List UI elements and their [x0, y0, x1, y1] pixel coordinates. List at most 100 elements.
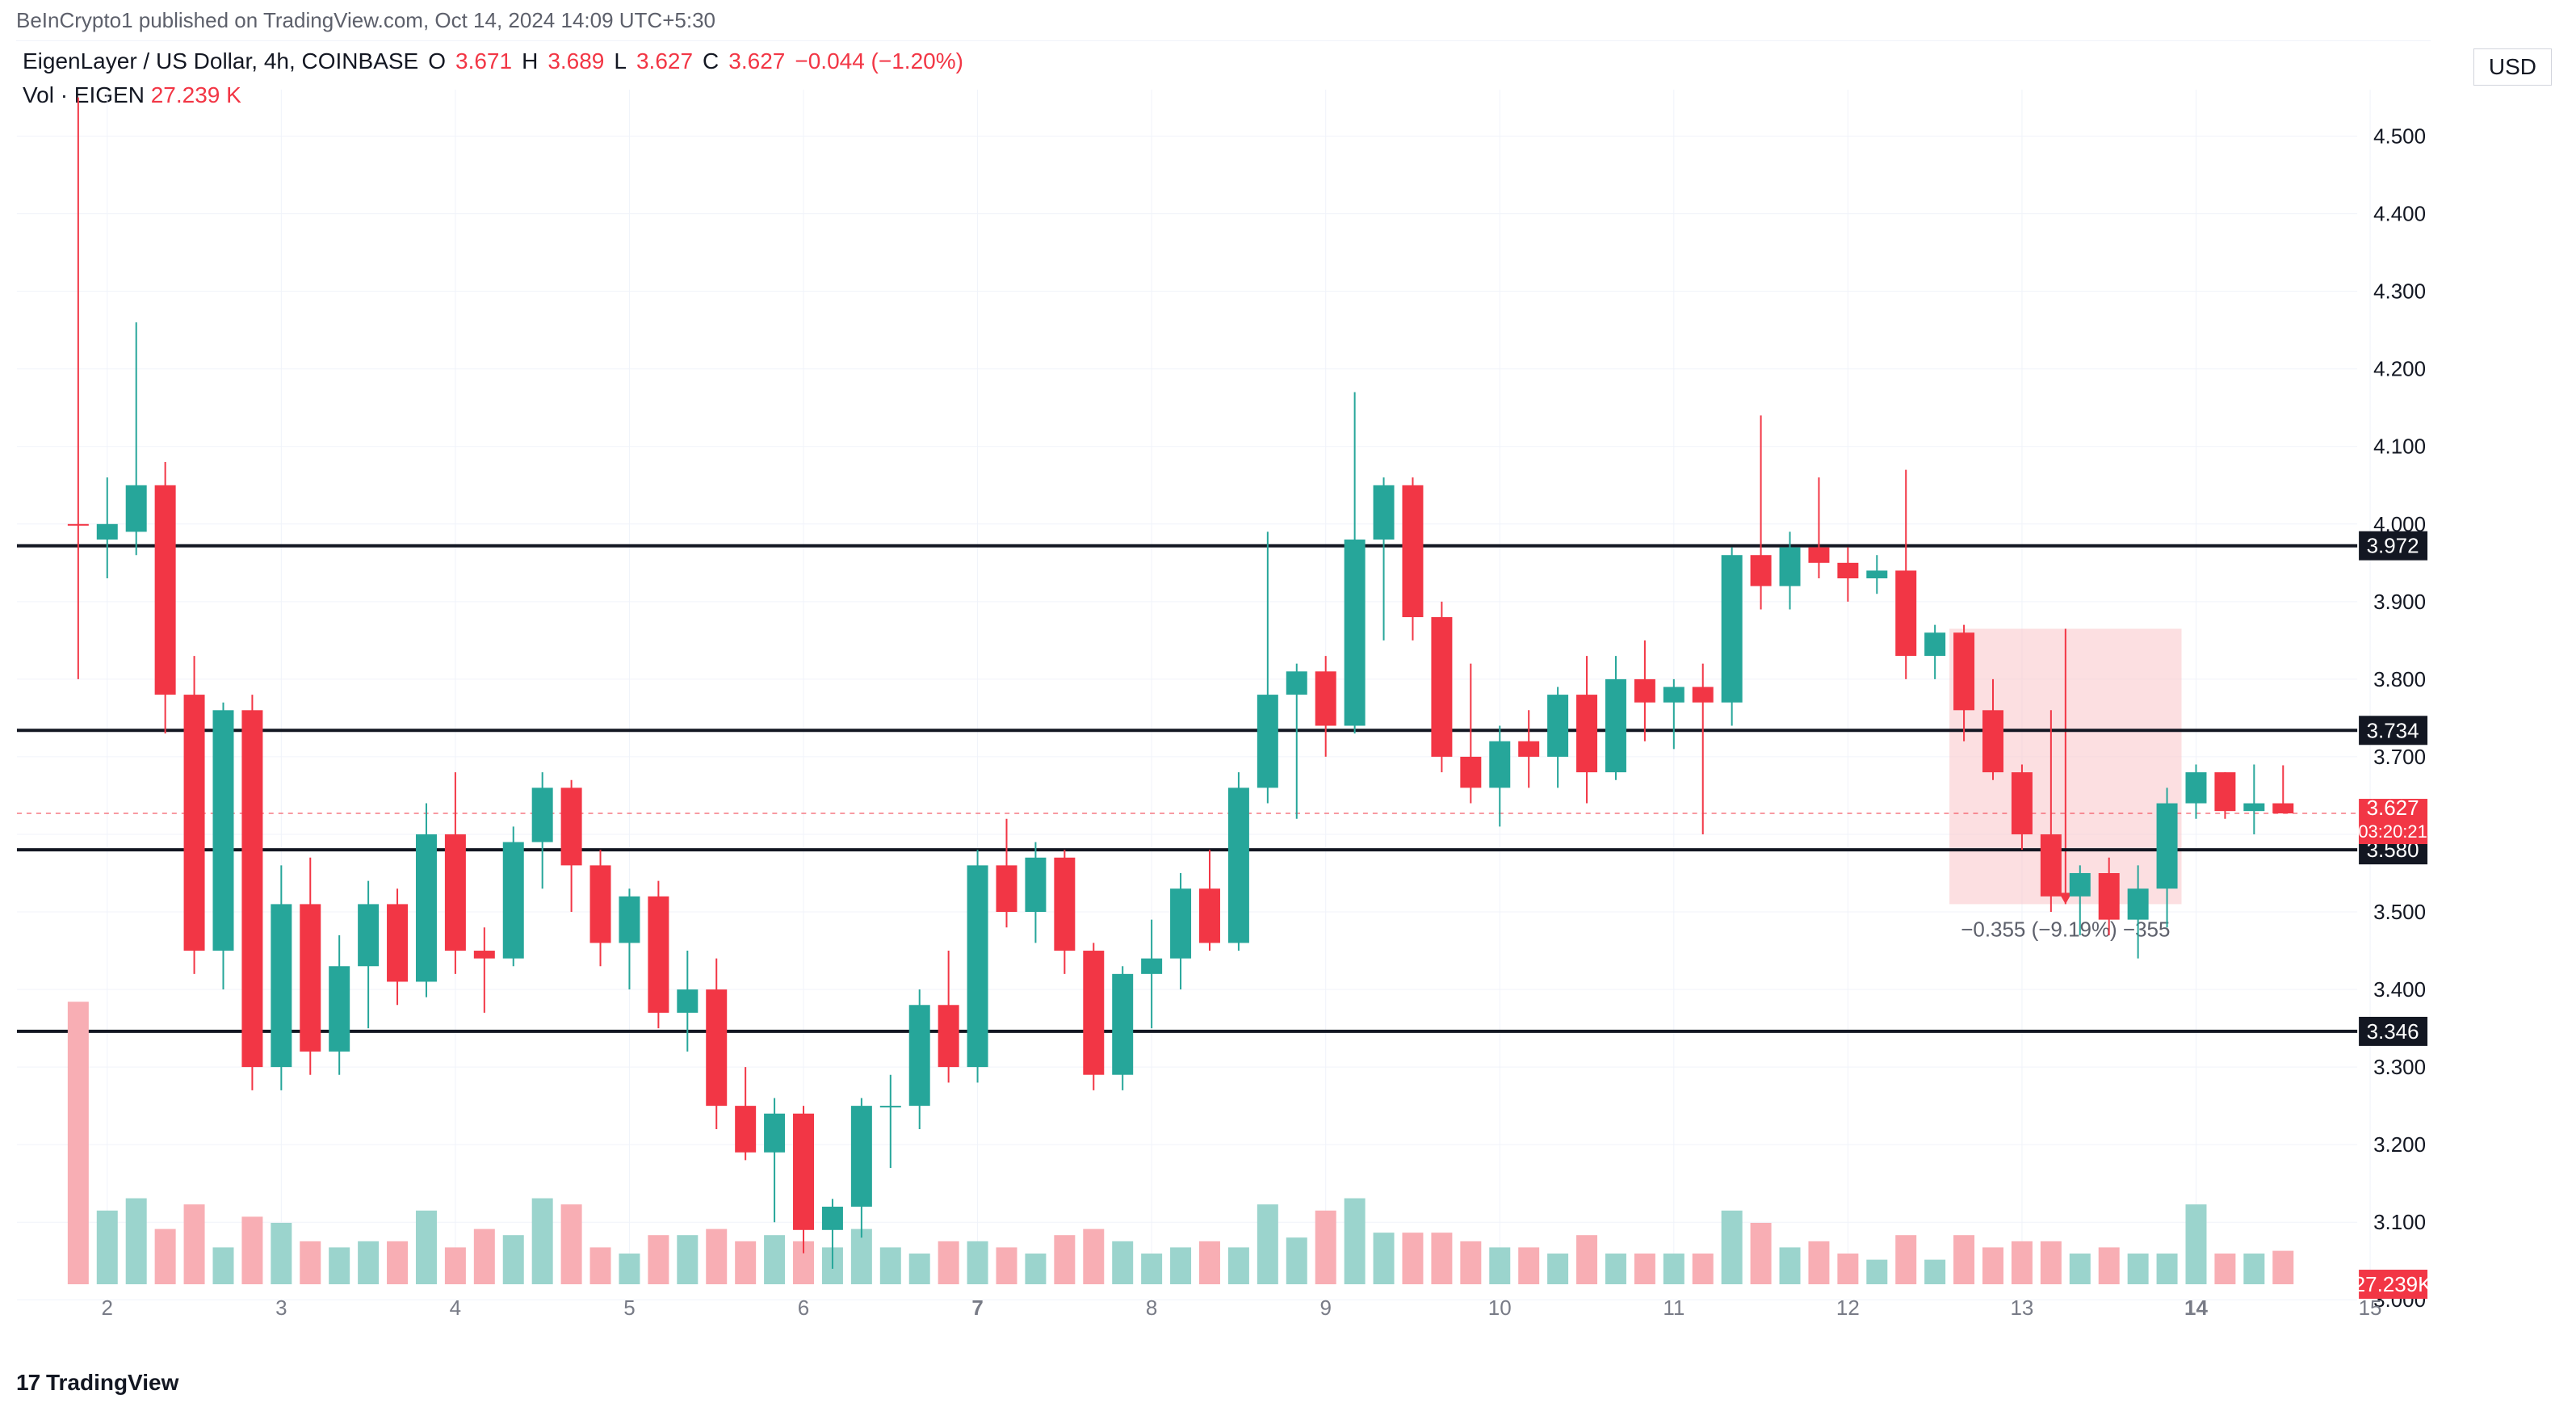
volume-bar[interactable] — [996, 1247, 1017, 1284]
candle[interactable] — [2012, 772, 2033, 834]
volume-bar[interactable] — [1634, 1254, 1655, 1284]
volume-bar[interactable] — [1257, 1204, 1278, 1284]
volume-bar[interactable] — [1751, 1223, 1772, 1284]
candle[interactable] — [1199, 888, 1220, 943]
candle[interactable] — [1228, 788, 1249, 943]
candle[interactable] — [1576, 695, 1597, 772]
candle[interactable] — [503, 842, 524, 959]
volume-bar[interactable] — [1170, 1247, 1191, 1284]
volume-bar[interactable] — [212, 1247, 233, 1284]
volume-bar[interactable] — [387, 1241, 408, 1284]
candle[interactable] — [648, 897, 669, 1013]
volume-bar[interactable] — [1547, 1254, 1568, 1284]
candle[interactable] — [1112, 974, 1133, 1075]
candle[interactable] — [996, 865, 1017, 912]
candle[interactable] — [1953, 632, 1974, 710]
volume-bar[interactable] — [1605, 1254, 1626, 1284]
candle[interactable] — [851, 1106, 872, 1207]
candle[interactable] — [155, 485, 176, 695]
candle[interactable] — [2243, 804, 2264, 812]
candle[interactable] — [706, 989, 727, 1106]
candle[interactable] — [1837, 563, 1858, 578]
volume-bar[interactable] — [2185, 1204, 2206, 1284]
volume-bar[interactable] — [1953, 1235, 1974, 1284]
candle[interactable] — [1605, 679, 1626, 772]
volume-bar[interactable] — [909, 1254, 930, 1284]
candle[interactable] — [561, 788, 582, 865]
candle[interactable] — [68, 524, 89, 526]
volume-bar[interactable] — [97, 1211, 118, 1284]
candle[interactable] — [2272, 804, 2293, 813]
volume-bar[interactable] — [1780, 1247, 1801, 1284]
volume-bar[interactable] — [358, 1241, 379, 1284]
tradingview-logo[interactable]: 17 TradingView — [16, 1370, 178, 1396]
candle[interactable] — [1054, 858, 1075, 951]
volume-bar[interactable] — [1083, 1229, 1104, 1284]
candle[interactable] — [1141, 959, 1162, 974]
candle[interactable] — [445, 834, 466, 951]
candle[interactable] — [1895, 570, 1916, 656]
volume-bar[interactable] — [416, 1211, 437, 1284]
candle[interactable] — [735, 1106, 756, 1153]
candle[interactable] — [1808, 548, 1829, 563]
candle[interactable] — [1374, 485, 1395, 540]
candle[interactable] — [1025, 858, 1046, 912]
candle[interactable] — [1924, 632, 1945, 656]
volume-bar[interactable] — [967, 1241, 988, 1284]
volume-bar[interactable] — [1489, 1247, 1510, 1284]
candle[interactable] — [1547, 695, 1568, 757]
volume-bar[interactable] — [2243, 1254, 2264, 1284]
candle[interactable] — [184, 695, 205, 951]
volume-bar[interactable] — [474, 1229, 495, 1284]
candle[interactable] — [1663, 687, 1684, 702]
volume-bar[interactable] — [1315, 1211, 1336, 1284]
volume-bar[interactable] — [1663, 1254, 1684, 1284]
volume-bar[interactable] — [735, 1241, 756, 1284]
volume-bar[interactable] — [1722, 1211, 1743, 1284]
candle[interactable] — [677, 989, 698, 1013]
volume-bar[interactable] — [1402, 1233, 1423, 1284]
candle[interactable] — [532, 788, 553, 842]
candle[interactable] — [1286, 671, 1307, 695]
candle[interactable] — [938, 1005, 959, 1067]
candle[interactable] — [1170, 888, 1191, 958]
volume-bar[interactable] — [271, 1223, 292, 1284]
candle[interactable] — [967, 865, 988, 1067]
volume-bar[interactable] — [1025, 1254, 1046, 1284]
volume-bar[interactable] — [503, 1235, 524, 1284]
volume-bar[interactable] — [1518, 1247, 1539, 1284]
volume-bar[interactable] — [1866, 1260, 1887, 1284]
candle[interactable] — [1982, 710, 2003, 772]
candle[interactable] — [1460, 757, 1481, 788]
volume-bar[interactable] — [677, 1235, 698, 1284]
candle[interactable] — [909, 1005, 930, 1106]
volume-bar[interactable] — [329, 1247, 350, 1284]
candle[interactable] — [1693, 687, 1714, 702]
candle[interactable] — [880, 1106, 901, 1107]
candle[interactable] — [619, 897, 640, 943]
volume-bar[interactable] — [2157, 1254, 2178, 1284]
candle[interactable] — [2099, 873, 2120, 920]
volume-bar[interactable] — [1895, 1235, 1916, 1284]
candle[interactable] — [1083, 951, 1104, 1075]
volume-bar[interactable] — [561, 1204, 582, 1284]
candle[interactable] — [300, 904, 321, 1051]
volume-bar[interactable] — [764, 1235, 785, 1284]
volume-bar[interactable] — [126, 1199, 147, 1284]
volume-bar[interactable] — [1141, 1254, 1162, 1284]
volume-bar[interactable] — [155, 1229, 176, 1284]
volume-bar[interactable] — [1054, 1235, 1075, 1284]
volume-bar[interactable] — [2041, 1241, 2062, 1284]
candle[interactable] — [1431, 617, 1452, 757]
volume-bar[interactable] — [532, 1199, 553, 1284]
candle[interactable] — [2214, 772, 2235, 811]
volume-bar[interactable] — [2214, 1254, 2235, 1284]
volume-bar[interactable] — [1808, 1241, 1829, 1284]
candle[interactable] — [1722, 555, 1743, 702]
candle[interactable] — [329, 966, 350, 1052]
candle[interactable] — [2157, 804, 2178, 889]
volume-bar[interactable] — [1345, 1199, 1366, 1284]
candle[interactable] — [387, 904, 408, 981]
candle[interactable] — [590, 865, 611, 943]
volume-bar[interactable] — [68, 1002, 89, 1284]
